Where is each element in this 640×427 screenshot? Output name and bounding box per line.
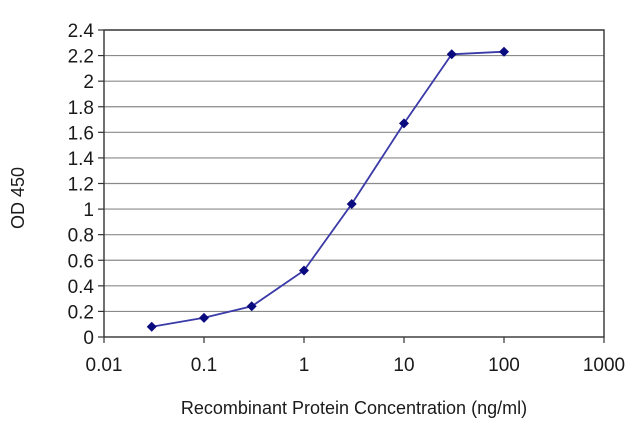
data-point bbox=[446, 49, 457, 60]
y-tick-label: 1.2 bbox=[68, 175, 94, 196]
series-line bbox=[151, 50, 505, 328]
data-point bbox=[146, 321, 157, 332]
x-tick-label: 1 bbox=[299, 355, 310, 376]
y-tick-label: 1.8 bbox=[68, 98, 94, 119]
y-tick-label: 0.6 bbox=[68, 251, 94, 272]
y-tick-label: 2.4 bbox=[68, 21, 95, 42]
data-point bbox=[399, 118, 409, 129]
x-tick-label: 100 bbox=[488, 355, 520, 376]
data-point bbox=[246, 301, 257, 312]
y-tick-label: 1.4 bbox=[68, 149, 95, 170]
y-axis-title: OD 450 bbox=[8, 167, 28, 229]
x-axis-title: Recombinant Protein Concentration (ng/ml… bbox=[181, 398, 527, 418]
data-point bbox=[346, 198, 357, 209]
x-tick-label: 10 bbox=[393, 355, 414, 376]
y-tick-label: 1 bbox=[83, 200, 94, 221]
y-tick-label: 0.2 bbox=[68, 302, 94, 323]
data-point bbox=[199, 312, 209, 323]
plot-area: 0 0.2 0.4 0.6 0.8 1 1.2 1.4 1.6 1.8 2 2.2 2.4 0.01 0.1… bbox=[68, 21, 626, 376]
y-tick-label: 2.2 bbox=[68, 47, 94, 68]
x-tick-label: 1000 bbox=[583, 355, 625, 376]
y-tick-label: 0.8 bbox=[68, 226, 94, 247]
data-point bbox=[299, 265, 309, 276]
plot-frame bbox=[103, 29, 605, 338]
y-tick-label: 1.6 bbox=[68, 123, 94, 144]
y-tick-label: 0 bbox=[83, 328, 94, 349]
data-point bbox=[499, 46, 509, 57]
x-tick-label: 0.1 bbox=[191, 355, 217, 376]
y-tick-label: 2 bbox=[83, 72, 94, 93]
x-tick-label: 0.01 bbox=[86, 355, 123, 376]
y-tick-label: 0.4 bbox=[68, 277, 95, 298]
